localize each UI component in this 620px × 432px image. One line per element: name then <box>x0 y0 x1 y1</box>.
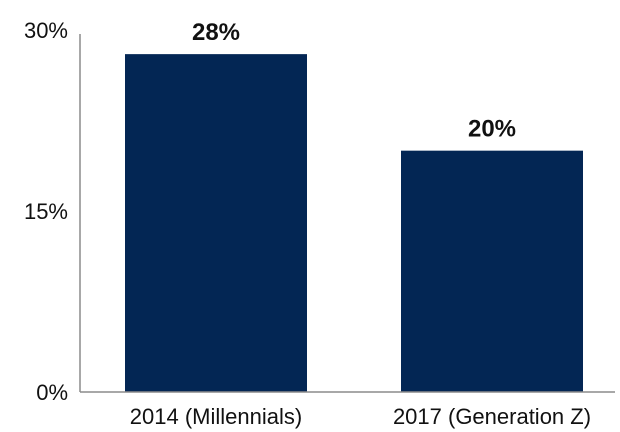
category-label-1: 2017 (Generation Z) <box>393 404 591 429</box>
bar-0 <box>125 54 307 393</box>
y-tick-label-1: 15% <box>24 199 68 224</box>
data-label-0: 28% <box>192 19 240 46</box>
data-label-1: 20% <box>468 116 516 143</box>
category-label-0: 2014 (Millennials) <box>130 404 302 429</box>
y-tick-label-2: 30% <box>24 18 68 43</box>
bar-1 <box>401 150 583 392</box>
y-tick-label-0: 0% <box>36 380 68 405</box>
